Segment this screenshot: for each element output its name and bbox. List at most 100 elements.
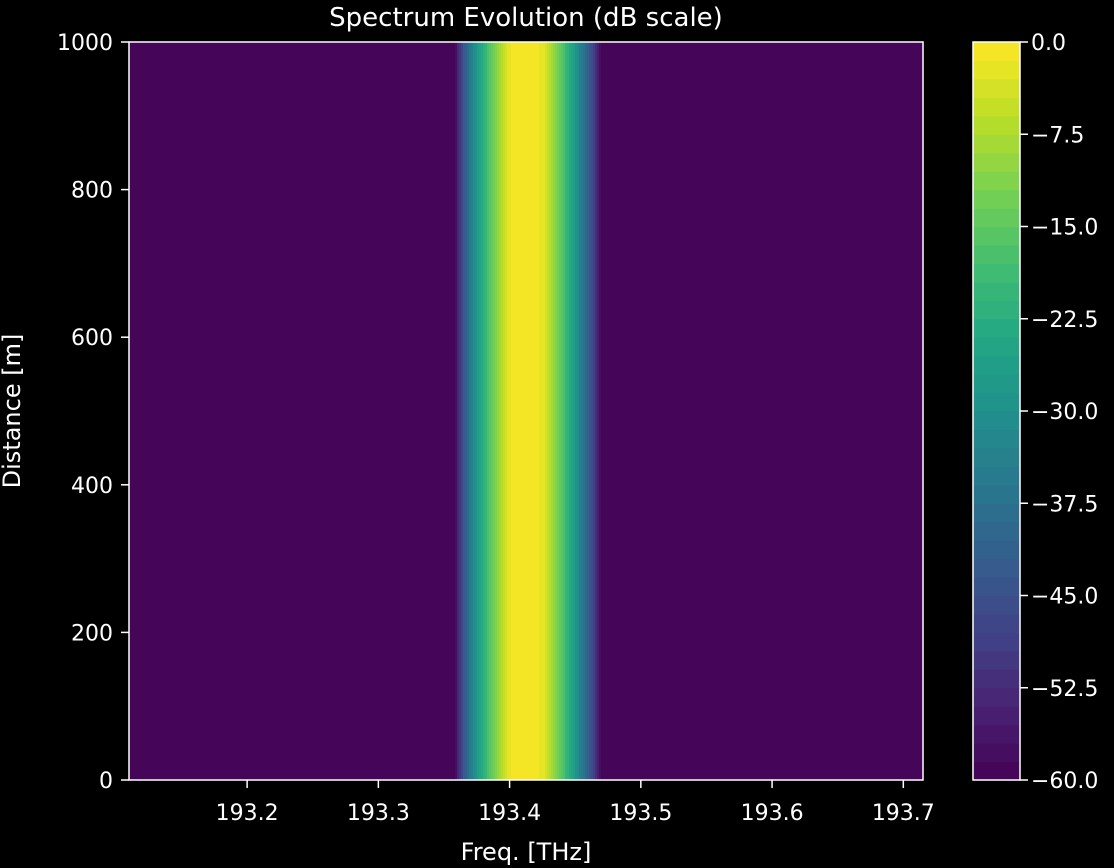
heatmap-cell	[607, 42, 610, 780]
colorbar-band	[973, 78, 1020, 98]
heatmap-cell	[541, 42, 544, 780]
heatmap-cell	[843, 42, 846, 780]
heatmap-cell	[183, 42, 186, 780]
heatmap-cell	[207, 42, 210, 780]
heatmap-cell	[825, 42, 828, 780]
heatmap-cell	[385, 42, 388, 780]
heatmap-cell	[467, 42, 470, 780]
heatmap-cell	[497, 42, 500, 780]
heatmap-cell	[913, 42, 916, 780]
heatmap-cell	[349, 42, 352, 780]
heatmap-cell	[219, 42, 222, 780]
y-tick-label: 400	[71, 474, 113, 499]
heatmap-cell	[211, 42, 214, 780]
heatmap-cell	[905, 42, 908, 780]
heatmap-cell	[535, 42, 538, 780]
colorbar-band	[973, 503, 1020, 523]
heatmap-cell	[791, 42, 794, 780]
heatmap-cell	[887, 42, 890, 780]
x-axis: 193.2 193.3 193.4 193.5 193.6 193.7	[216, 780, 935, 826]
heatmap-cell	[273, 42, 276, 780]
heatmap-cell	[165, 42, 168, 780]
heatmap-cell	[307, 42, 310, 780]
heatmap-cell	[597, 42, 600, 780]
heatmap-cell	[583, 42, 586, 780]
colorbar-band	[973, 374, 1020, 394]
heatmap-cell	[249, 42, 252, 780]
heatmap-cell	[197, 42, 200, 780]
heatmap-cell	[763, 42, 766, 780]
heatmap-cell	[505, 42, 508, 780]
heatmap-cell	[449, 42, 452, 780]
heatmap-cell	[457, 42, 460, 780]
heatmap-cell	[149, 42, 152, 780]
heatmap-cell	[827, 42, 830, 780]
heatmap-cell	[901, 42, 904, 780]
chart-title: Spectrum Evolution (dB scale)	[329, 3, 723, 33]
heatmap-cell	[547, 42, 550, 780]
heatmap-cell	[463, 42, 466, 780]
heatmap-cell	[439, 42, 442, 780]
heatmap-cell	[223, 42, 226, 780]
heatmap-cell	[281, 42, 284, 780]
heatmap-cell	[531, 42, 534, 780]
heatmap-cell	[797, 42, 800, 780]
heatmap-cell	[613, 42, 616, 780]
heatmap-cell	[155, 42, 158, 780]
heatmap-cell	[271, 42, 274, 780]
y-tick-label: 200	[71, 621, 113, 646]
heatmap-cell	[241, 42, 244, 780]
colorbar-tick-label: −52.5	[1031, 677, 1098, 702]
heatmap-cell	[753, 42, 756, 780]
heatmap-cell	[623, 42, 626, 780]
heatmap-cell	[407, 42, 410, 780]
heatmap-cell	[475, 42, 478, 780]
heatmap-cell	[647, 42, 650, 780]
heatmap-cell	[299, 42, 302, 780]
heatmap-cell	[283, 42, 286, 780]
heatmap-cell	[815, 42, 818, 780]
heatmap-cell	[499, 42, 502, 780]
heatmap-cell	[899, 42, 902, 780]
heatmap-cell	[545, 42, 548, 780]
heatmap-cell	[777, 42, 780, 780]
heatmap-cell	[193, 42, 196, 780]
colorbar-tick-label: −22.5	[1031, 308, 1098, 333]
colorbar: 0.0 −7.5 −15.0 −22.5 −30.0 −37.5 −45.0 −52.5 −60…	[972, 31, 1098, 794]
heatmap-cell	[491, 42, 494, 780]
heatmap-cell	[361, 42, 364, 780]
heatmap-cell	[783, 42, 786, 780]
heatmap-cell	[351, 42, 354, 780]
heatmap-cell	[445, 42, 448, 780]
heatmap-cell	[595, 42, 598, 780]
heatmap-cell	[841, 42, 844, 780]
heatmap-cell	[331, 42, 334, 780]
colorbar-band	[973, 687, 1020, 707]
heatmap-cell	[779, 42, 782, 780]
heatmap-cell	[521, 42, 524, 780]
heatmap-cell	[587, 42, 590, 780]
heatmap-cell	[483, 42, 486, 780]
heatmap-cell	[265, 42, 268, 780]
heatmap-cell	[641, 42, 644, 780]
heatmap-cell	[601, 42, 604, 780]
heatmap-cell	[257, 42, 260, 780]
heatmap-cell	[809, 42, 812, 780]
plot-area	[128, 41, 924, 781]
heatmap-cell	[539, 42, 542, 780]
heatmap-cell	[129, 42, 132, 780]
heatmap-cell	[235, 42, 238, 780]
heatmap-cell	[403, 42, 406, 780]
heatmap-cell	[523, 42, 526, 780]
heatmap-cell	[337, 42, 340, 780]
heatmap-cell	[163, 42, 166, 780]
heatmap-cell	[441, 42, 444, 780]
y-axis-label: Distance [m]	[0, 334, 26, 489]
heatmap-cell	[677, 42, 680, 780]
heatmap-cell	[213, 42, 216, 780]
heatmap-cell	[571, 42, 574, 780]
heatmap-cell	[803, 42, 806, 780]
heatmap-cell	[347, 42, 350, 780]
heatmap-cell	[205, 42, 208, 780]
heatmap-cell	[431, 42, 434, 780]
